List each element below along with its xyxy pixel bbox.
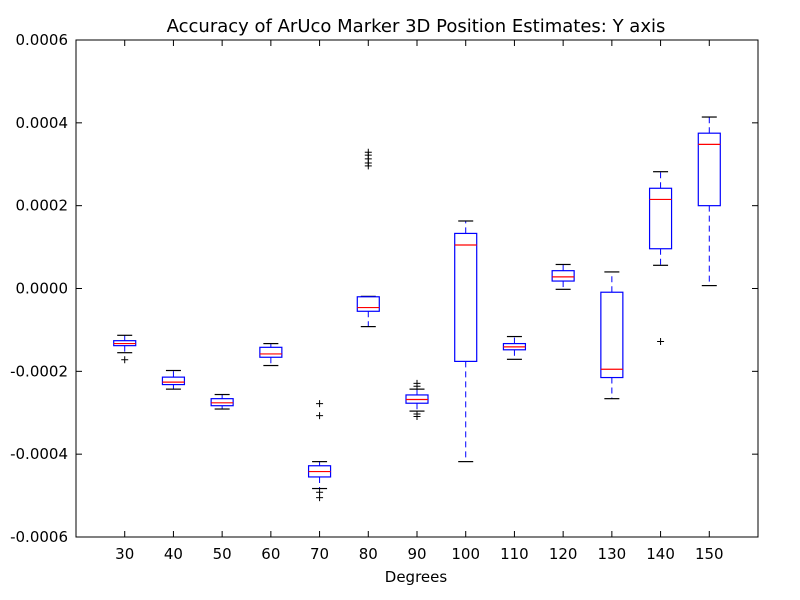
y-tick-label: 0.0006	[16, 31, 69, 49]
box-group	[405, 379, 429, 420]
iqr-box	[210, 398, 234, 407]
y-tick-label: 0.0004	[16, 114, 69, 132]
box-group	[697, 116, 721, 287]
outlier-marker	[413, 412, 421, 420]
outlier-marker	[316, 412, 324, 420]
x-tick-label: 100	[451, 545, 480, 563]
outlier-marker	[316, 494, 324, 502]
outlier-marker	[413, 382, 421, 390]
x-tick-label: 40	[164, 545, 183, 563]
plot-frame	[75, 39, 759, 538]
y-tick-label: 0.0002	[16, 197, 69, 215]
x-tick-label: 140	[646, 545, 675, 563]
x-tick-label: 120	[549, 545, 578, 563]
x-axis: 30 40 50 60 70 80 90 100 110 120 130 140 150	[115, 40, 724, 563]
x-tick-label: 80	[359, 545, 378, 563]
box-group	[502, 335, 527, 360]
iqr-box	[551, 270, 575, 282]
x-tick-label: 30	[115, 545, 134, 563]
y-tick-label: -0.0006	[10, 528, 68, 546]
iqr-box	[161, 376, 186, 386]
outlier-marker	[364, 148, 372, 156]
iqr-box	[259, 346, 283, 358]
box-group	[356, 148, 380, 328]
y-tick-label: -0.0002	[10, 362, 68, 380]
x-tick-label: 150	[695, 545, 724, 563]
x-axis-label: Degrees	[385, 568, 448, 586]
x-tick-label: 130	[598, 545, 627, 563]
x-tick-label: 70	[310, 545, 329, 563]
x-tick-label: 90	[407, 545, 426, 563]
outlier-marker	[316, 400, 324, 408]
iqr-box	[697, 132, 721, 207]
y-tick-label: 0.0000	[16, 280, 69, 298]
box-group	[113, 334, 137, 364]
y-axis: 0.0006 0.0004 0.0002 0.0000 -0.0002 -0.0004 -0…	[10, 31, 758, 546]
box-group	[551, 263, 575, 290]
box-group	[454, 220, 478, 463]
iqr-box	[648, 187, 673, 250]
box-group	[210, 393, 234, 410]
outlier-marker	[657, 338, 665, 346]
y-tick-label: -0.0004	[10, 445, 68, 463]
chart-title: Accuracy of ArUco Marker 3D Position Est…	[167, 16, 666, 37]
box-group	[307, 400, 332, 502]
iqr-box	[600, 291, 624, 379]
box-group	[600, 271, 624, 400]
box-group	[648, 171, 673, 346]
iqr-box	[356, 296, 380, 312]
outlier-marker	[121, 356, 129, 364]
iqr-box	[454, 232, 478, 362]
box-group	[161, 369, 186, 390]
x-tick-label: 60	[261, 545, 280, 563]
x-tick-label: 110	[500, 545, 529, 563]
x-tick-label: 50	[213, 545, 232, 563]
plot-area	[113, 116, 721, 502]
box-group	[259, 342, 283, 367]
